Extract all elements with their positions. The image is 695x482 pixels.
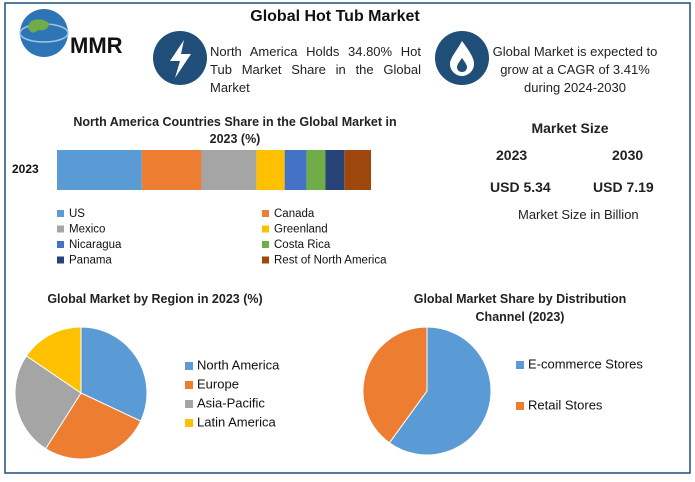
legend-swatch xyxy=(262,241,269,248)
legend-label: Nicaragua xyxy=(69,239,122,251)
logo-land xyxy=(28,19,50,33)
legend-label: Retail Stores xyxy=(528,397,603,412)
legend-label: E-commerce Stores xyxy=(528,356,643,371)
chart-title: Global Market by Region in 2023 (%) xyxy=(47,292,263,306)
bar-segment xyxy=(344,150,371,190)
charts: 2023 US Canada Mexico Greenland Nicaragua Cost… xyxy=(12,150,643,460)
legend-label: Mexico xyxy=(69,224,105,236)
legend-label: Canada xyxy=(274,208,315,220)
legend-label: Rest of North America xyxy=(274,255,387,267)
legend-swatch xyxy=(262,210,269,217)
legend-label: Panama xyxy=(69,255,112,267)
legend-label: Costa Rica xyxy=(274,239,331,251)
bar-segment xyxy=(325,150,345,190)
page-title: Global Hot Tub Market xyxy=(250,8,420,25)
icon-lightning xyxy=(170,40,191,78)
market-value: USD 5.34 xyxy=(490,179,551,195)
legend-swatch xyxy=(185,400,193,408)
pie-slice xyxy=(80,326,148,422)
legend-swatch xyxy=(57,225,64,233)
legend-swatch xyxy=(57,210,64,217)
logo-text: MMR xyxy=(70,33,123,58)
legend-swatch xyxy=(57,241,64,248)
market-value: USD 7.19 xyxy=(593,179,654,195)
pie-slice xyxy=(25,326,82,394)
pie-slice xyxy=(44,392,142,460)
year-label: 2030 xyxy=(612,147,644,163)
legend-label: Latin America xyxy=(197,414,277,429)
bar-segment xyxy=(57,150,142,190)
bar-segment xyxy=(306,150,326,190)
market-note: Market Size in Billion xyxy=(518,207,639,222)
legend-swatch xyxy=(185,362,193,370)
market-size-title: Market Size xyxy=(531,120,609,136)
legend-label: Greenland xyxy=(274,224,328,236)
legend-swatch xyxy=(262,256,269,264)
legend-swatch xyxy=(185,419,193,427)
legend-label: Asia-Pacific xyxy=(197,395,265,410)
legend-swatch xyxy=(185,381,193,389)
highlight-text: North America Holds 34.80% Hot Tub Marke… xyxy=(210,44,421,95)
pie-slice xyxy=(14,355,82,450)
legend-swatch xyxy=(516,361,524,369)
frame xyxy=(4,2,691,474)
year-label: 2023 xyxy=(496,147,528,163)
logo-globe xyxy=(20,9,68,57)
category-label: 2023 xyxy=(12,162,39,176)
legend-label: North America xyxy=(197,357,280,372)
bar-segment xyxy=(201,150,257,190)
bar-segment xyxy=(284,150,307,190)
legend-label: Europe xyxy=(197,376,239,391)
icon-flame xyxy=(450,41,474,76)
legend-swatch xyxy=(516,402,524,410)
bar-segment xyxy=(256,150,285,190)
legend-swatch xyxy=(262,225,269,233)
chart-title: North America Countries Share in the Glo… xyxy=(73,115,397,146)
pie-slice xyxy=(362,326,428,444)
highlight-text: Global Market is expected to grow at a C… xyxy=(492,44,658,95)
bar-segment xyxy=(141,150,202,190)
legend-swatch xyxy=(57,256,64,264)
pie-slice xyxy=(388,326,492,456)
legend-label: US xyxy=(69,208,85,220)
chart-title: Global Market Share by Distribution Chan… xyxy=(413,292,627,324)
